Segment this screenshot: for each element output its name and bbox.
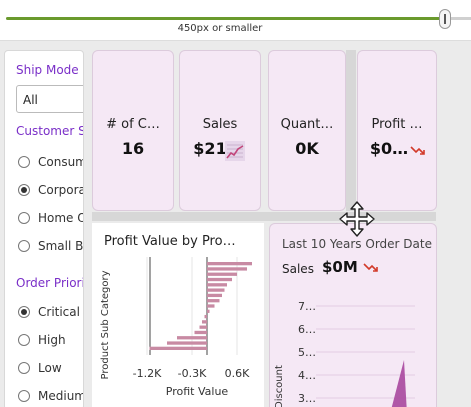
profit-bar [207, 288, 225, 292]
card-title: Last 10 Years Order Date [282, 237, 432, 251]
kpi-value: 16 [121, 139, 145, 158]
down-trend-arrow-icon [363, 263, 378, 272]
profit-bar [207, 267, 247, 271]
ship-mode-select[interactable]: All [16, 85, 83, 113]
x-tick-label: -1.2K [133, 367, 162, 380]
y-tick-label: 3… [298, 392, 316, 405]
radio-button[interactable] [18, 362, 30, 374]
width-slider-rest-track[interactable] [450, 17, 471, 20]
profit-bar [207, 304, 215, 308]
chart-grid [146, 257, 238, 355]
profit-bar [207, 299, 220, 303]
radio-label: High [38, 333, 66, 347]
profit-bar [177, 336, 207, 340]
customer-segment-option[interactable]: Consum [18, 154, 84, 170]
kpi-card-customers[interactable]: # of C… 16 [92, 50, 174, 211]
layout-splitter-vertical[interactable] [346, 50, 356, 211]
profit-bar [202, 320, 207, 324]
down-trend-arrow-icon [410, 146, 425, 155]
profit-bar [207, 262, 252, 266]
radio-label: Low [38, 361, 62, 375]
profit-bar [194, 330, 207, 335]
profit-bar [207, 277, 232, 282]
profit-bar [207, 309, 210, 313]
customer-segment-title: Customer Se [16, 124, 83, 138]
radio-button[interactable] [18, 334, 30, 346]
discount-area-chart [316, 305, 415, 407]
sales-label: Sales [282, 262, 314, 276]
profit-bar [199, 325, 207, 329]
move-cursor-icon [339, 201, 375, 237]
order-priority-title: Order Priori [16, 276, 84, 290]
radio-button[interactable] [18, 212, 30, 224]
discount-card[interactable]: Last 10 Years Order Date Sales $0M 7… 6…… [269, 223, 437, 407]
profit-bar [207, 293, 222, 298]
radio-label: Corporat [38, 183, 83, 197]
sales-value: $0M [322, 258, 358, 276]
kpi-value: $21 [193, 139, 227, 158]
customer-segment-option[interactable]: Home O [18, 210, 84, 226]
layout-splitter-horizontal[interactable] [92, 212, 436, 221]
y-tick-label: 7… [298, 300, 316, 313]
profit-bar [207, 283, 227, 287]
profit-chart-card[interactable]: Profit Value by Pro… Product Sub Categor… [92, 223, 264, 407]
radio-label: Home O [38, 211, 84, 225]
profit-bar [167, 341, 207, 345]
kpi-label: Profit … [371, 117, 423, 132]
trend-chart-icon [225, 141, 245, 161]
filters-panel: Ship Mode All Customer Se Consum Corpora… [4, 50, 84, 407]
width-slider[interactable]: 450px or smaller [0, 0, 471, 40]
radio-label: Medium [38, 389, 84, 403]
order-priority-option[interactable]: High [18, 332, 66, 348]
y-tick-label: 6… [298, 323, 316, 336]
radio-label: Critical [38, 305, 80, 319]
dashboard-canvas: Ship Mode All Customer Se Consum Corpora… [0, 40, 471, 407]
profit-bar-chart: Product Sub Category Profit Value -1.2K -… [100, 257, 252, 398]
profit-bar [207, 272, 237, 276]
width-slider-caption: 450px or smaller [177, 23, 263, 34]
x-tick-label: -0.3K [178, 367, 207, 380]
customer-segment-option[interactable]: Small Bu [18, 238, 84, 254]
chart-bars [149, 262, 252, 350]
kpi-value: $0… [369, 139, 409, 158]
chart-title: Profit Value by Pro… [104, 234, 236, 249]
kpi-card-quantity[interactable]: Quant… 0K [268, 50, 346, 211]
width-slider-handle[interactable] [439, 9, 451, 29]
kpi-label: Sales [202, 117, 238, 132]
y-tick-label: 5… [298, 346, 316, 359]
radio-button-selected[interactable] [18, 184, 30, 196]
radio-button[interactable] [18, 240, 30, 252]
kpi-card-profit[interactable]: Profit … $0… [357, 50, 437, 211]
ship-mode-title: Ship Mode [16, 63, 79, 77]
radio-label: Small Bu [38, 239, 84, 253]
y-tick-label: 4… [298, 369, 316, 382]
x-axis-label: Profit Value [166, 385, 229, 398]
profit-bar [204, 314, 207, 319]
radio-button[interactable] [18, 156, 30, 168]
kpi-label: # of C… [106, 117, 160, 132]
radio-button-selected[interactable] [18, 306, 30, 318]
kpi-card-sales[interactable]: Sales $21 [179, 50, 261, 211]
x-tick-label: 0.6K [225, 367, 250, 380]
y-axis-label: Product Sub Category [100, 270, 111, 379]
radio-label: Consum [38, 155, 84, 169]
order-priority-option[interactable]: Medium [18, 388, 84, 404]
width-slider-track[interactable] [6, 17, 444, 20]
customer-segment-option[interactable]: Corporat [18, 182, 83, 198]
profit-bar [149, 346, 207, 350]
order-priority-option[interactable]: Critical [18, 304, 80, 320]
kpi-value: 0K [295, 139, 319, 158]
radio-button[interactable] [18, 390, 30, 402]
discount-area [391, 360, 407, 407]
kpi-label: Quant… [280, 117, 334, 132]
order-priority-option[interactable]: Low [18, 360, 62, 376]
x-tick-labels: -1.2K -0.3K 0.6K [133, 367, 250, 380]
